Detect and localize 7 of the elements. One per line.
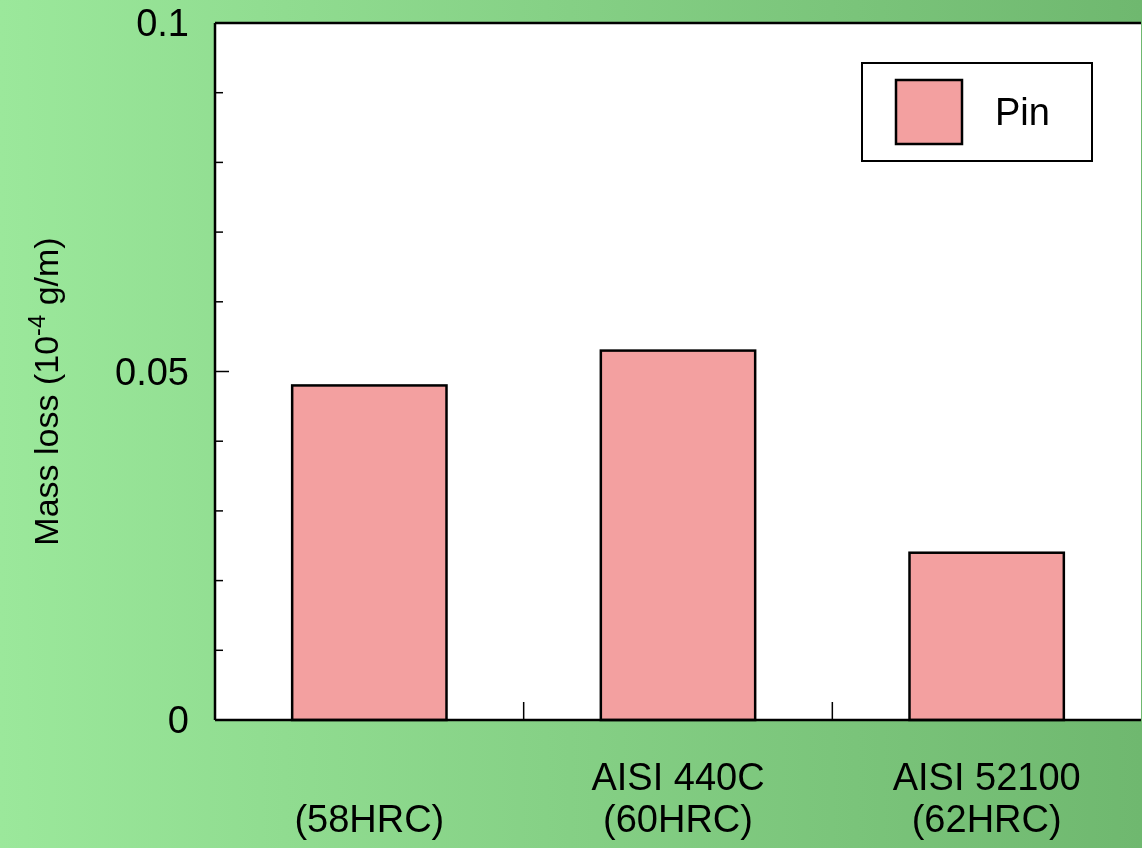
- x-tick-label: AISI 52100 (62HRC): [892, 756, 1081, 840]
- legend-label: Pin: [995, 91, 1050, 134]
- y-tick-label: 0.05: [115, 350, 189, 393]
- y-tick-label: 0: [167, 699, 189, 742]
- y-tick-label: 0.1: [136, 2, 189, 45]
- x-tick-label: AISI 440C (60HRC): [591, 756, 765, 840]
- x-tick-label: (58HRC): [294, 798, 445, 840]
